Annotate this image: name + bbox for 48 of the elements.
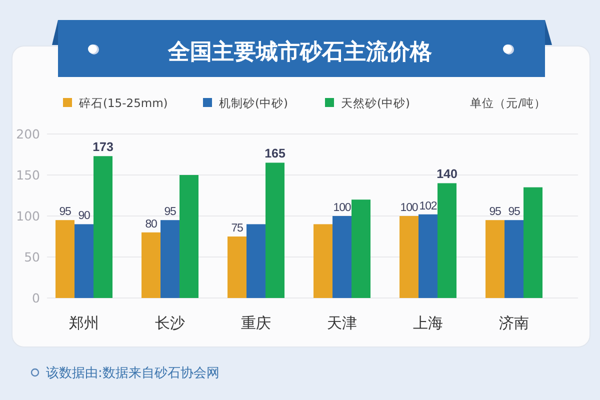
chart-title: 全国主要城市砂石主流价格	[167, 39, 433, 65]
legend-label: 机制砂(中砂)	[219, 96, 288, 110]
data-label: 100	[400, 202, 418, 214]
bar	[142, 232, 160, 298]
data-label: 102	[419, 200, 437, 212]
data-label: 95	[489, 206, 501, 218]
data-label: 173	[92, 140, 114, 154]
bar	[228, 236, 246, 298]
bar	[332, 216, 352, 298]
x-tick-label: 上海	[413, 314, 443, 332]
data-label: 75	[231, 222, 243, 234]
y-tick-label: 0	[32, 290, 40, 306]
bar	[524, 187, 542, 298]
data-label: 95	[508, 206, 520, 218]
x-tick-label: 长沙	[155, 314, 185, 332]
x-tick-label: 天津	[327, 314, 357, 332]
data-label: 95	[164, 206, 176, 218]
bar	[56, 220, 74, 298]
bar	[352, 200, 370, 298]
y-axis-title: 单位（元/吨）	[470, 96, 546, 110]
bar	[160, 220, 180, 298]
y-tick-label: 200	[16, 126, 40, 142]
data-label: 140	[436, 167, 458, 182]
data-label: 165	[264, 146, 286, 161]
x-tick-label: 郑州	[69, 314, 99, 332]
bar	[74, 224, 94, 298]
bar	[266, 162, 284, 298]
legend-label: 天然砂(中砂)	[341, 96, 410, 110]
bar	[438, 183, 456, 298]
y-tick-label: 150	[16, 168, 40, 182]
legend-label: 碎石(15-25mm)	[78, 96, 168, 110]
bar	[400, 216, 418, 298]
text: 该数据由:数据来自砂石协会网	[46, 365, 220, 381]
bar	[504, 220, 524, 298]
bar	[180, 175, 198, 298]
x-tick-label: 重庆	[241, 314, 271, 332]
data-label: 90	[78, 210, 90, 222]
y-tick-label: 50	[24, 250, 40, 264]
data-label: 95	[59, 206, 71, 218]
bar	[418, 214, 438, 298]
bar	[94, 156, 112, 298]
data-label: 80	[145, 218, 157, 230]
data-label: 100	[333, 202, 351, 214]
x-tick-label: 济南	[499, 314, 529, 332]
bar	[246, 224, 266, 298]
bar	[314, 224, 332, 298]
bar	[486, 220, 504, 298]
y-tick-label: 100	[16, 208, 40, 224]
